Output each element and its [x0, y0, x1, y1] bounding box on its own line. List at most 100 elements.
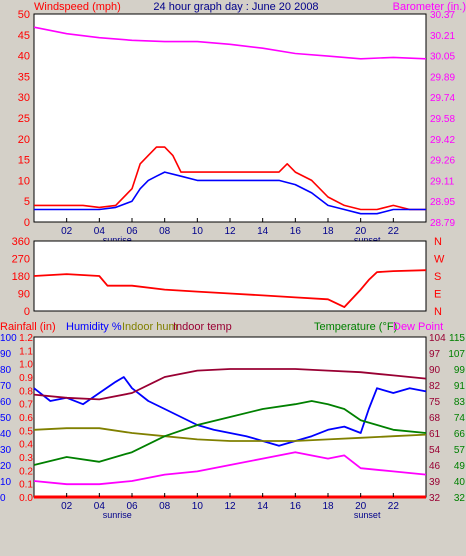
- windspeed-tick-label: 15: [18, 155, 30, 167]
- barometer-tick-label: 29.74: [430, 93, 455, 104]
- indoor-temp-tick-label: 104: [429, 333, 446, 344]
- weather-series-line: [33, 368, 427, 401]
- legend-humidity: Humidity %: [66, 321, 122, 333]
- wind-baro-series-line: [34, 171, 426, 215]
- indoor-temp-tick-label: 68: [429, 413, 441, 424]
- barometer-tick-label: 30.37: [430, 10, 455, 21]
- temperature-tick-label: 107: [448, 349, 465, 360]
- x-tick-label: 14: [257, 226, 269, 237]
- temperature-tick-label: 40: [454, 477, 466, 488]
- x-tick-label: 22: [388, 226, 400, 237]
- windspeed-tick-label: 30: [18, 92, 30, 104]
- weather-series-line: [33, 427, 427, 442]
- direction-tick-label: 90: [18, 289, 30, 301]
- windspeed-tick-label: 10: [18, 175, 30, 187]
- barometer-tick-label: 28.79: [430, 218, 455, 229]
- humidity-tick-label: 70: [0, 381, 12, 392]
- temperature-tick-label: 66: [454, 429, 466, 440]
- barometer-tick-label: 29.26: [430, 156, 455, 167]
- rainfall-tick-label: 0.4: [19, 440, 33, 451]
- rainfall-tick-label: 0.0: [19, 493, 33, 504]
- humidity-tick-label: 60: [0, 397, 12, 408]
- x-tick-label: 06: [126, 226, 138, 237]
- windspeed-tick-label: 5: [24, 196, 30, 208]
- temperature-tick-label: 32: [454, 493, 466, 504]
- x-tick-label: 16: [290, 501, 302, 512]
- legend-indoor-hum: Indoor hum: [122, 321, 178, 333]
- legend-dew-point: Dew Point: [393, 321, 443, 333]
- wind-baro-series-line: [34, 146, 426, 211]
- x-tick-label: 14: [257, 501, 269, 512]
- rainfall-tick-label: 0.8: [19, 386, 33, 397]
- direction-tick-label: 180: [12, 271, 30, 283]
- indoor-temp-tick-label: 32: [429, 493, 441, 504]
- wind-barometer-panel: [33, 13, 427, 223]
- sunset-label: sunset: [354, 235, 381, 245]
- indoor-temp-tick-label: 54: [429, 445, 441, 456]
- compass-label: N: [434, 236, 442, 248]
- rainfall-tick-label: 0.1: [19, 480, 33, 491]
- sunrise-label: sunrise: [103, 235, 132, 245]
- indoor-temp-tick-label: 75: [429, 397, 441, 408]
- humidity-tick-label: 30: [0, 445, 12, 456]
- temperature-tick-label: 57: [454, 445, 466, 456]
- temperature-tick-label: 91: [454, 381, 466, 392]
- rainfall-tick-label: 0.5: [19, 426, 33, 437]
- humidity-tick-label: 0: [0, 493, 6, 504]
- windspeed-tick-label: 0: [24, 217, 30, 229]
- wind-direction-line: [33, 269, 427, 309]
- rainfall-tick-label: 1.2: [19, 333, 33, 344]
- x-tick-label: 22: [388, 501, 400, 512]
- chart-title: 24 hour graph day : June 20 2008: [153, 1, 318, 13]
- direction-tick-label: 270: [12, 254, 30, 266]
- rainfall-tick-label: 0.9: [19, 373, 33, 384]
- indoor-temp-tick-label: 97: [429, 349, 441, 360]
- indoor-temp-tick-label: 90: [429, 365, 441, 376]
- legend-temperature: Temperature (°F): [314, 321, 397, 333]
- barometer-tick-label: 30.05: [430, 52, 455, 63]
- temperature-tick-label: 99: [454, 365, 466, 376]
- x-tick-label: 08: [159, 226, 171, 237]
- x-tick-label: 12: [224, 226, 236, 237]
- temperature-tick-label: 115: [449, 333, 465, 344]
- rainfall-tick-label: 0.6: [19, 413, 33, 424]
- windspeed-tick-label: 25: [18, 113, 30, 125]
- x-tick-label: 02: [61, 501, 73, 512]
- barometer-tick-label: 29.89: [430, 72, 455, 83]
- sunrise-label: sunrise: [103, 510, 132, 520]
- x-tick-label: 10: [192, 501, 204, 512]
- x-tick-label: 10: [192, 226, 204, 237]
- indoor-temp-tick-label: 46: [429, 461, 441, 472]
- temperature-tick-label: 83: [454, 397, 466, 408]
- windspeed-tick-label: 45: [18, 30, 30, 42]
- compass-label: E: [434, 289, 441, 301]
- windspeed-tick-label: 50: [18, 9, 30, 21]
- barometer-tick-label: 29.11: [430, 176, 455, 187]
- x-tick-label: 20: [355, 501, 367, 512]
- windspeed-axis-title: Windspeed (mph): [34, 1, 121, 13]
- rainfall-tick-label: 0.3: [19, 453, 33, 464]
- humidity-tick-label: 90: [0, 349, 12, 360]
- rainfall-tick-label: 1.0: [19, 360, 33, 371]
- humidity-tick-label: 40: [0, 429, 12, 440]
- humidity-tick-label: 10: [0, 477, 12, 488]
- x-tick-label: 18: [322, 501, 334, 512]
- indoor-temp-tick-label: 82: [429, 381, 441, 392]
- barometer-tick-label: 28.95: [430, 197, 455, 208]
- temperature-tick-label: 74: [454, 413, 466, 424]
- x-tick-label: 02: [61, 226, 73, 237]
- legend-indoor-temp: Indoor temp: [173, 321, 232, 333]
- windspeed-tick-label: 40: [18, 51, 30, 63]
- x-tick-label: 12: [224, 501, 236, 512]
- barometer-tick-label: 29.42: [430, 135, 455, 146]
- humidity-tick-label: 20: [0, 461, 12, 472]
- x-tick-label: 06: [126, 501, 138, 512]
- rainfall-tick-label: 0.2: [19, 466, 33, 477]
- temperature-tick-label: 49: [454, 461, 466, 472]
- rainfall-tick-label: 1.1: [19, 346, 33, 357]
- compass-label: W: [434, 254, 445, 266]
- weather-series-line: [33, 376, 427, 447]
- barometer-tick-label: 30.21: [430, 31, 455, 42]
- wind-baro-series-line: [33, 26, 427, 60]
